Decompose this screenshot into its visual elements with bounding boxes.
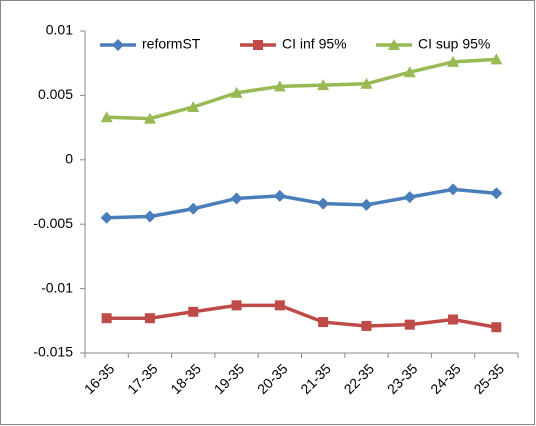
data-point [447, 55, 460, 67]
data-point [188, 306, 199, 317]
data-point [143, 112, 156, 124]
data-point [490, 53, 503, 65]
data-point [491, 322, 502, 333]
y-tick-label: 0.01 [46, 22, 73, 38]
data-point [317, 197, 330, 210]
legend-marker [388, 39, 400, 50]
data-point [403, 191, 416, 204]
data-point [230, 192, 243, 205]
data-point [273, 189, 286, 202]
data-point [100, 111, 113, 123]
data-point [274, 300, 285, 311]
data-point [101, 313, 112, 324]
y-tick-label: -0.005 [33, 215, 73, 231]
data-point [404, 319, 415, 330]
data-point [360, 198, 373, 211]
series-line [106, 303, 497, 329]
y-tick-label: 0.005 [38, 86, 73, 102]
data-point [360, 77, 373, 89]
y-tick-label: 0 [65, 151, 73, 167]
data-point [231, 300, 242, 311]
y-tick-label: -0.015 [33, 344, 73, 360]
data-point [318, 317, 329, 328]
legend-label: CI inf 95% [282, 36, 347, 52]
data-point [317, 79, 330, 91]
data-point [447, 183, 460, 196]
data-point [273, 80, 286, 92]
series-line [106, 57, 497, 121]
legend-label: CI sup 95% [418, 36, 490, 52]
data-point [187, 100, 200, 112]
legend-marker [253, 40, 263, 50]
data-point [144, 313, 155, 324]
legend-label: reformST [142, 36, 201, 52]
data-point [448, 314, 459, 325]
y-tick-label: -0.01 [41, 279, 73, 295]
data-point [100, 211, 113, 224]
data-point [230, 86, 243, 98]
legend-marker [112, 39, 124, 51]
legend: reformST CI inf 95% CI sup 95% [100, 36, 490, 52]
data-point [490, 187, 503, 200]
data-point [361, 320, 372, 331]
data-point [403, 66, 416, 78]
data-point [143, 210, 156, 223]
data-point [187, 202, 200, 215]
series-line [106, 187, 497, 220]
